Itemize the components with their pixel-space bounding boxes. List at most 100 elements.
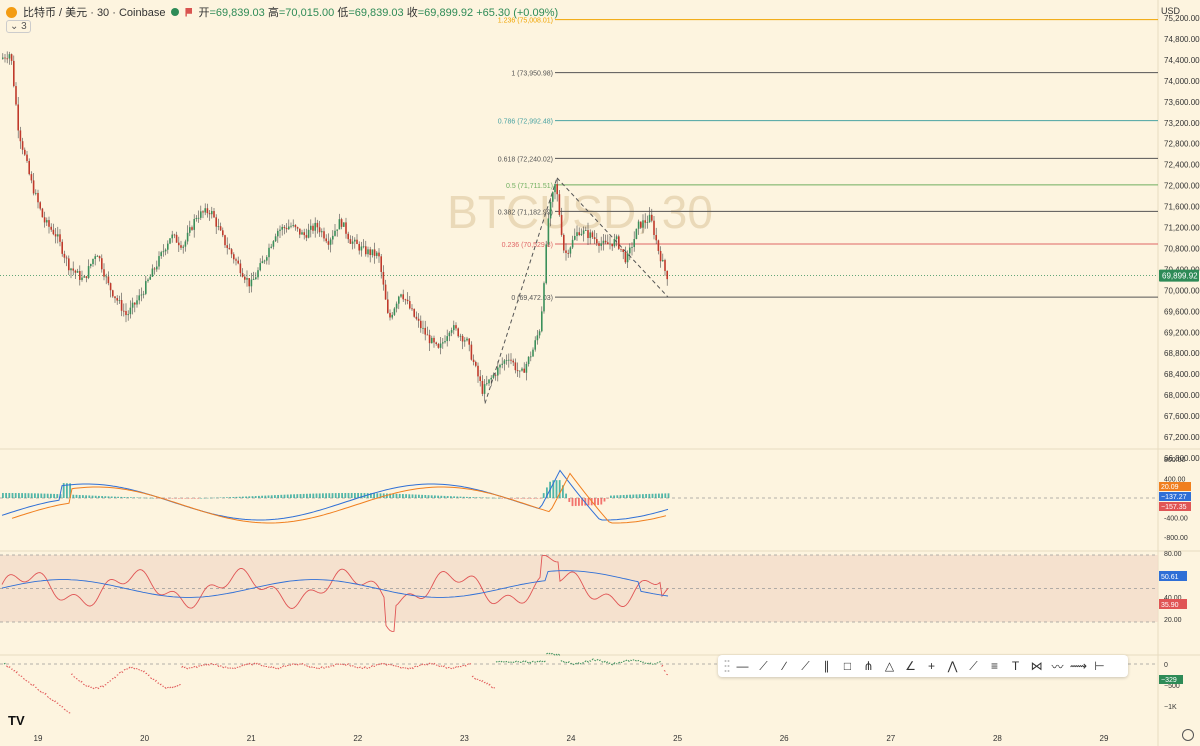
macd-histogram-bar: [658, 493, 660, 498]
macd-histogram-bar: [594, 498, 596, 506]
candle-body: [250, 279, 253, 287]
candle-body: [125, 311, 127, 316]
triangle-pattern-tool-icon[interactable]: △: [884, 659, 895, 673]
macd-histogram-bar: [8, 492, 11, 498]
oscillator-segment: [546, 652, 549, 655]
candle-body: [387, 299, 389, 313]
indicators-collapse-button[interactable]: ⌄ 3: [6, 20, 31, 33]
trend-line-tool-icon[interactable]: ∕: [783, 659, 786, 673]
horizontal-line-tool-icon[interactable]: —: [736, 659, 749, 673]
brush-tool-icon[interactable]: ⟋: [969, 658, 978, 673]
flag-icon[interactable]: [185, 7, 193, 17]
oscillator-segment: [646, 662, 649, 665]
low-value: =69,839.03: [348, 7, 404, 19]
high-value: =70,015.00: [278, 7, 335, 19]
oscillator-segment: [654, 663, 657, 665]
candle-body: [228, 247, 231, 250]
macd-histogram-bar: [184, 498, 187, 499]
oscillator-segment: [466, 663, 469, 666]
symbol-header[interactable]: 比特币 / 美元 · 30 · Coinbase 开=69,839.03 高=7…: [6, 4, 558, 20]
oscillator-segment: [471, 675, 474, 678]
rectangle-tool-icon[interactable]: □: [843, 659, 852, 673]
drawing-toolbar[interactable]: — ⟋ ∕ ⟋ ∥ □ ⋔ △ ∠ + ⋀ ⟋ ≡ T ⋈ 〰 ⟿ ⊢: [718, 655, 1128, 677]
candle-body: [580, 233, 583, 236]
candle-body: [413, 308, 415, 317]
oscillator-segment: [130, 666, 133, 669]
candle-body: [395, 303, 398, 309]
oscillator-segment: [598, 659, 601, 662]
macd-histogram-bar: [466, 496, 468, 498]
candle-body: [565, 250, 567, 253]
oscillator-segment: [577, 662, 580, 665]
candle-body: [175, 234, 178, 243]
macd-histogram-bar: [168, 498, 171, 499]
path-tool-icon[interactable]: ⟿: [1069, 659, 1088, 673]
candle-body: [442, 342, 444, 344]
symbol-title[interactable]: 比特币 / 美元 · 30 · Coinbase: [23, 7, 166, 19]
macd-histogram-bar: [520, 498, 523, 499]
macd-histogram-bar: [562, 485, 564, 498]
rsi-line: [1, 554, 669, 632]
macd-histogram-bar: [280, 494, 283, 498]
candle-body: [494, 374, 497, 376]
elliott-wave-tool-icon[interactable]: 〰: [1051, 659, 1064, 674]
oscillator-segment: [505, 660, 508, 663]
macd-histogram-bar: [194, 498, 196, 499]
drag-handle-icon[interactable]: [724, 659, 730, 673]
ray-tool-icon[interactable]: ⟋: [801, 658, 810, 673]
oscillator-segment: [18, 674, 20, 676]
candle-body: [382, 271, 385, 285]
oscillator-segment: [70, 673, 73, 676]
oscillator-segment: [526, 661, 529, 664]
macd-histogram-bar: [571, 498, 574, 507]
date-range-tool-icon[interactable]: ⊢: [1094, 659, 1105, 673]
macd-histogram-bar: [469, 497, 471, 498]
parallel-channel-tool-icon[interactable]: ∥: [823, 659, 830, 673]
pitchfork-tool-icon[interactable]: ⋔: [863, 659, 874, 673]
zigzag-tool-icon[interactable]: ⋀: [947, 659, 958, 673]
settings-gear-icon[interactable]: [1182, 729, 1194, 741]
candle-body: [17, 104, 19, 131]
oscillator-segment: [608, 662, 611, 665]
candle-body: [428, 334, 431, 344]
angle-tool-icon[interactable]: ∠: [905, 659, 916, 673]
text-tool-icon[interactable]: T: [1011, 659, 1020, 673]
macd-histogram-bar: [437, 495, 439, 498]
candle-body: [15, 86, 17, 105]
macd-histogram-bar: [328, 493, 331, 498]
open-label: 开: [198, 7, 210, 19]
fib-retracement-tool-icon[interactable]: ≡: [990, 659, 998, 673]
macd-histogram-bar: [392, 493, 395, 498]
candle-body: [420, 320, 422, 329]
trend-angle-tool-icon[interactable]: ⟋: [759, 658, 768, 673]
candle-body: [505, 360, 508, 361]
oscillator-segment: [270, 666, 273, 668]
oscillator-segment: [375, 663, 378, 666]
xabcd-pattern-tool-icon[interactable]: ⋈: [1030, 659, 1043, 673]
candle-body: [411, 308, 413, 310]
oscillator-segment: [123, 668, 126, 671]
candle-body: [437, 344, 440, 348]
candle-body: [237, 260, 239, 264]
candle-body: [277, 230, 279, 237]
macd-histogram-bar: [325, 493, 327, 498]
macd-histogram-bar: [622, 494, 625, 498]
oscillator-segment: [200, 664, 203, 667]
price-tick-label: 71,200.00: [1164, 224, 1200, 233]
macd-histogram-bar: [421, 494, 423, 498]
candle-body: [468, 338, 470, 345]
macd-histogram-bar: [27, 493, 30, 498]
currency-label[interactable]: USD: [1160, 6, 1180, 16]
oscillator-segment: [560, 660, 563, 662]
candle-body: [63, 253, 66, 258]
oscillator-segment: [498, 660, 501, 663]
macd-histogram-bar: [126, 497, 129, 498]
macd-histogram-bar: [526, 498, 529, 499]
oscillator-segment: [536, 660, 539, 663]
macd-histogram-bar: [642, 494, 644, 498]
macd-histogram-bar: [443, 495, 446, 498]
crosshair-tool-icon[interactable]: +: [927, 659, 935, 673]
candle-body: [195, 217, 198, 220]
